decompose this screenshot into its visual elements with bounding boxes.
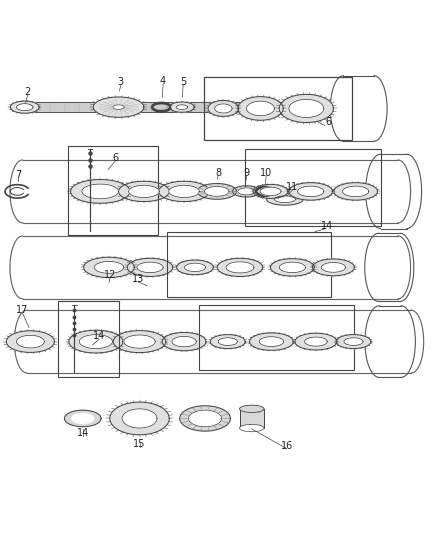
Polygon shape [159, 181, 209, 201]
Polygon shape [218, 338, 237, 345]
Polygon shape [197, 183, 237, 199]
Ellipse shape [240, 405, 264, 413]
Bar [199, 305, 354, 370]
Text: 6: 6 [112, 153, 118, 163]
Polygon shape [279, 94, 333, 123]
Text: 14: 14 [77, 429, 89, 438]
Polygon shape [271, 259, 314, 276]
Polygon shape [238, 96, 283, 120]
Text: 11: 11 [286, 182, 298, 192]
Polygon shape [170, 102, 194, 112]
Polygon shape [177, 260, 213, 274]
Text: 16: 16 [281, 440, 293, 450]
Text: 2: 2 [25, 87, 31, 97]
Text: 12: 12 [104, 270, 116, 280]
Polygon shape [334, 183, 378, 200]
Text: 5: 5 [180, 77, 186, 87]
Polygon shape [69, 330, 123, 353]
Polygon shape [260, 187, 281, 196]
Polygon shape [16, 103, 33, 111]
Polygon shape [119, 181, 169, 201]
Polygon shape [188, 410, 222, 427]
Bar [204, 77, 352, 140]
Polygon shape [93, 97, 144, 117]
Polygon shape [210, 335, 245, 349]
Polygon shape [217, 259, 263, 277]
Polygon shape [72, 414, 94, 423]
Polygon shape [94, 261, 124, 273]
Text: 17: 17 [16, 305, 29, 315]
Polygon shape [16, 335, 44, 348]
Text: 10: 10 [260, 168, 272, 177]
Polygon shape [124, 335, 155, 348]
Polygon shape [343, 186, 369, 197]
Polygon shape [129, 185, 159, 198]
Polygon shape [84, 257, 134, 278]
Polygon shape [267, 193, 303, 205]
Polygon shape [122, 409, 157, 428]
Polygon shape [82, 184, 119, 199]
Text: 3: 3 [118, 77, 124, 87]
Bar [68, 146, 158, 235]
Polygon shape [275, 196, 295, 203]
Polygon shape [176, 105, 187, 109]
Polygon shape [127, 259, 173, 277]
Polygon shape [11, 101, 39, 113]
Polygon shape [113, 330, 166, 353]
Text: 15: 15 [133, 439, 146, 449]
Polygon shape [321, 262, 346, 272]
Polygon shape [279, 262, 305, 272]
Polygon shape [184, 263, 205, 272]
Polygon shape [162, 333, 206, 351]
Polygon shape [205, 187, 229, 196]
Polygon shape [253, 184, 288, 198]
Polygon shape [110, 402, 169, 435]
Bar [245, 149, 381, 226]
Bar [58, 302, 120, 376]
Polygon shape [295, 333, 337, 350]
Polygon shape [79, 335, 113, 349]
Polygon shape [215, 104, 232, 113]
Polygon shape [238, 188, 255, 195]
Polygon shape [289, 99, 324, 118]
Polygon shape [233, 186, 261, 197]
Polygon shape [226, 262, 254, 273]
Polygon shape [137, 262, 163, 272]
Polygon shape [180, 406, 230, 431]
Polygon shape [7, 331, 54, 352]
Text: 6: 6 [325, 117, 331, 127]
Text: 14: 14 [321, 221, 333, 231]
Ellipse shape [240, 424, 264, 432]
Polygon shape [259, 337, 284, 346]
Polygon shape [113, 105, 124, 109]
Polygon shape [172, 336, 196, 347]
Polygon shape [304, 337, 327, 346]
Polygon shape [312, 259, 354, 276]
Polygon shape [336, 335, 371, 349]
Text: 9: 9 [243, 168, 249, 177]
Bar [240, 409, 264, 428]
Polygon shape [297, 186, 324, 197]
Polygon shape [208, 101, 239, 116]
Text: 7: 7 [15, 170, 21, 180]
Bar [167, 232, 331, 297]
Text: 14: 14 [93, 332, 105, 341]
Polygon shape [71, 180, 130, 203]
Polygon shape [64, 410, 101, 427]
Polygon shape [289, 183, 332, 200]
Text: 4: 4 [160, 76, 166, 86]
Text: 8: 8 [215, 168, 221, 177]
Polygon shape [344, 338, 363, 345]
Polygon shape [247, 101, 275, 116]
Polygon shape [250, 333, 293, 350]
Polygon shape [169, 185, 199, 198]
Text: 13: 13 [132, 274, 145, 284]
